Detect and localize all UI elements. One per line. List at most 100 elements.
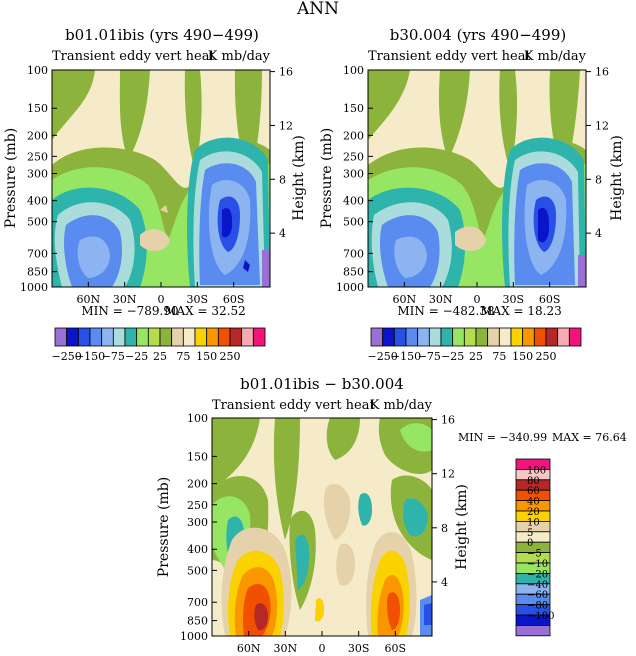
colorbar-label: −250: [52, 350, 82, 363]
colorbar-label: −40: [527, 580, 548, 591]
colorbar-swatch: [66, 327, 79, 347]
panel-2-colorbar: −250−150−75 −25 25 75 150 250: [368, 327, 582, 363]
xtick-label: 60N: [393, 293, 417, 306]
colorbar-label: 75: [492, 350, 506, 363]
xtick-label: 60N: [237, 642, 261, 655]
colorbar-swatch: [89, 327, 103, 347]
y2tick-label: 16: [595, 66, 609, 79]
ytick-label: 200: [343, 129, 364, 142]
colorbar-swatch: [522, 327, 535, 347]
colorbar-label: −150: [75, 350, 105, 363]
colorbar-swatch: [77, 327, 91, 347]
xtick-label: 0: [319, 642, 326, 655]
y2tick-label: 16: [279, 66, 293, 79]
colorbar-label: 5: [527, 528, 533, 539]
page-title: ANN: [296, 0, 339, 19]
colorbar-swatch: [241, 327, 254, 347]
xtick-label: 30N: [274, 642, 298, 655]
colorbar-label: −60: [527, 590, 548, 601]
colorbar-label: 75: [176, 350, 190, 363]
colorbar-swatch: [124, 327, 138, 347]
colorbar-label: 100: [527, 465, 546, 476]
colorbar-swatch: [54, 327, 68, 347]
colorbar-label: −80: [527, 601, 548, 612]
colorbar-label: −20: [527, 569, 548, 580]
colorbar-label: 40: [527, 497, 540, 508]
colorbar-label: 250: [536, 350, 557, 363]
ytick-label: 1000: [20, 281, 48, 294]
panel-2-title: b30.004 (yrs 490−499): [390, 26, 567, 44]
panel-2: b30.004 (yrs 490−499) Transient eddy ver…: [319, 26, 625, 363]
colorbar-label: −10: [527, 559, 548, 570]
panel-2-y2label: Height (km): [609, 135, 625, 221]
colorbar-label: −250: [368, 350, 398, 363]
ytick-label: 100: [343, 64, 364, 77]
ytick-label: 1000: [336, 281, 364, 294]
colorbar-swatch: [101, 327, 114, 347]
colorbar-swatch: [417, 327, 430, 347]
ytick-label: 500: [27, 216, 48, 229]
panel-3-min-label: MIN = −340.99: [458, 431, 547, 444]
y2tick-label: 4: [279, 227, 286, 240]
colorbar-swatch: [545, 327, 559, 347]
colorbar-swatch: [182, 327, 196, 347]
xtick-label: 30N: [429, 293, 453, 306]
ytick-label: 850: [343, 266, 364, 279]
colorbar-swatch: [206, 327, 219, 347]
xtick-label: 0: [474, 293, 481, 306]
colorbar-swatch: [452, 327, 465, 347]
colorbar-label: 25: [469, 350, 483, 363]
ytick-label: 1000: [180, 630, 208, 643]
panel-3-y2label: Height (km): [454, 484, 470, 570]
colorbar-label: −25: [441, 350, 464, 363]
panel-1-subtitle-left: Transient eddy vert heat: [52, 49, 215, 64]
panel-1-ylabel: Pressure (mb): [3, 128, 19, 228]
y2tick-label: 4: [595, 227, 602, 240]
colorbar-label: 250: [220, 350, 241, 363]
panel-3-axes: 100 150 200 250 300 400 500 700 850 1000 16 12 8 4 60N…: [180, 412, 455, 655]
ytick-label: 250: [343, 150, 364, 163]
colorbar-swatch: [252, 327, 266, 347]
xtick-label: 60S: [539, 293, 561, 306]
ytick-label: 300: [187, 516, 208, 529]
ytick-label: 700: [27, 247, 48, 260]
ytick-label: 850: [187, 615, 208, 628]
colorbar-label: −25: [125, 350, 148, 363]
panel-1-contour-field: [52, 70, 270, 287]
y2tick-label: 8: [595, 173, 602, 186]
panel-2-max-label: MAX = 18.23: [480, 304, 562, 318]
panel-3-max-label: MAX = 76.64: [552, 431, 627, 444]
colorbar-label: −150: [391, 350, 421, 363]
colorbar-swatch: [568, 327, 582, 347]
colorbar-label: 60: [527, 486, 540, 497]
panel-3: b01.01ibis − b30.004 Transient eddy vert…: [156, 375, 627, 655]
panel-1-min-label: MIN = −789.90: [81, 304, 178, 318]
xtick-label: 30S: [348, 642, 370, 655]
colorbar-swatch: [171, 327, 184, 347]
colorbar-swatch: [533, 327, 547, 347]
colorbar-label: 150: [512, 350, 533, 363]
ytick-label: 100: [27, 64, 48, 77]
colorbar-label: −5: [527, 549, 542, 560]
ytick-label: 100: [187, 412, 208, 425]
panel-3-subtitle-left: Transient eddy vert heat: [212, 398, 375, 413]
panel-3-ylabel: Pressure (mb): [156, 477, 172, 577]
panel-3-contour-field: [212, 418, 432, 636]
y2tick-label: 16: [441, 414, 455, 427]
panel-2-min-label: MIN = −482.38: [397, 304, 494, 318]
colorbar-swatch: [557, 327, 570, 347]
y2tick-label: 12: [441, 468, 455, 481]
colorbar-label: 25: [153, 350, 167, 363]
ytick-label: 500: [343, 216, 364, 229]
panel-2-contour-field: [368, 70, 586, 287]
colorbar-label: 20: [527, 507, 540, 518]
ytick-label: 300: [343, 168, 364, 181]
colorbar-label: 0: [527, 538, 533, 549]
panel-3-title: b01.01ibis − b30.004: [240, 375, 404, 393]
y2tick-label: 8: [441, 522, 448, 535]
xtick-label: 0: [158, 293, 165, 306]
colorbar-swatch: [370, 327, 384, 347]
panel-2-subtitle-right: K mb/day: [524, 49, 587, 64]
